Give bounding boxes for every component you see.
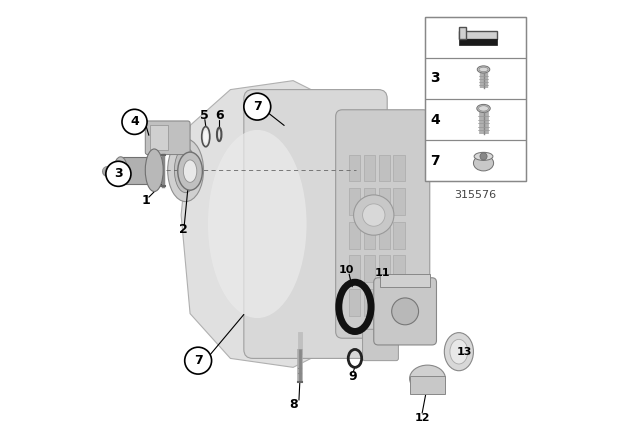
Ellipse shape xyxy=(474,155,493,171)
Bar xyxy=(364,155,375,181)
Circle shape xyxy=(480,153,487,160)
Bar xyxy=(394,222,404,249)
Text: 7: 7 xyxy=(194,354,202,367)
Ellipse shape xyxy=(479,67,488,72)
Text: 7: 7 xyxy=(253,100,262,113)
Bar xyxy=(459,31,497,39)
FancyBboxPatch shape xyxy=(336,110,430,338)
Bar xyxy=(394,289,404,316)
Bar xyxy=(379,255,390,282)
Text: 10: 10 xyxy=(339,265,354,275)
Text: 4: 4 xyxy=(430,112,440,127)
Text: 11: 11 xyxy=(375,268,390,278)
FancyBboxPatch shape xyxy=(145,121,190,155)
Text: 13: 13 xyxy=(456,347,472,357)
Ellipse shape xyxy=(175,148,197,193)
Text: 3: 3 xyxy=(114,167,123,181)
Ellipse shape xyxy=(477,104,490,112)
Text: 2: 2 xyxy=(179,223,188,236)
Circle shape xyxy=(106,161,131,186)
Bar xyxy=(121,157,154,184)
Text: 5: 5 xyxy=(200,109,209,122)
FancyBboxPatch shape xyxy=(374,278,436,345)
Ellipse shape xyxy=(410,365,445,392)
Ellipse shape xyxy=(114,157,127,184)
Text: 315576: 315576 xyxy=(454,190,497,200)
Bar xyxy=(394,255,404,282)
Bar xyxy=(364,255,375,282)
Circle shape xyxy=(362,204,385,226)
Bar xyxy=(364,188,375,215)
Ellipse shape xyxy=(184,160,197,182)
Bar xyxy=(394,188,404,215)
Bar xyxy=(425,140,526,181)
Ellipse shape xyxy=(202,127,210,147)
Bar xyxy=(364,222,375,249)
Ellipse shape xyxy=(208,130,307,318)
Ellipse shape xyxy=(168,139,204,202)
Bar xyxy=(459,39,497,45)
Bar xyxy=(410,376,445,394)
Circle shape xyxy=(122,109,147,134)
Text: 9: 9 xyxy=(349,370,358,383)
Bar xyxy=(380,274,430,287)
Text: 8: 8 xyxy=(289,397,298,411)
FancyBboxPatch shape xyxy=(362,329,398,361)
Text: 12: 12 xyxy=(414,413,430,422)
Text: 4: 4 xyxy=(130,115,139,129)
Ellipse shape xyxy=(474,152,493,160)
Ellipse shape xyxy=(145,149,163,192)
Ellipse shape xyxy=(178,152,202,190)
Ellipse shape xyxy=(444,332,474,371)
Ellipse shape xyxy=(204,130,208,143)
Bar xyxy=(425,99,526,140)
Polygon shape xyxy=(181,81,338,367)
Text: 6: 6 xyxy=(215,109,223,122)
Bar xyxy=(379,155,390,181)
Bar xyxy=(379,188,390,215)
Circle shape xyxy=(353,195,394,235)
Bar xyxy=(349,255,360,282)
Circle shape xyxy=(185,347,212,374)
Bar xyxy=(425,17,526,58)
Bar xyxy=(425,58,526,99)
Bar xyxy=(459,27,466,39)
Ellipse shape xyxy=(479,106,488,111)
Text: 3: 3 xyxy=(430,71,440,86)
Bar xyxy=(349,188,360,215)
FancyBboxPatch shape xyxy=(244,90,387,358)
Bar xyxy=(349,155,360,181)
Text: 1: 1 xyxy=(142,194,150,207)
Text: 7: 7 xyxy=(430,154,440,168)
Bar xyxy=(349,289,360,316)
Bar xyxy=(150,125,168,150)
Ellipse shape xyxy=(450,340,468,364)
Bar xyxy=(379,222,390,249)
Ellipse shape xyxy=(392,298,419,325)
Ellipse shape xyxy=(477,66,490,73)
Bar xyxy=(349,222,360,249)
Bar xyxy=(379,289,390,316)
Circle shape xyxy=(244,93,271,120)
Bar xyxy=(364,289,375,316)
Bar xyxy=(394,155,404,181)
Bar xyxy=(425,17,526,181)
